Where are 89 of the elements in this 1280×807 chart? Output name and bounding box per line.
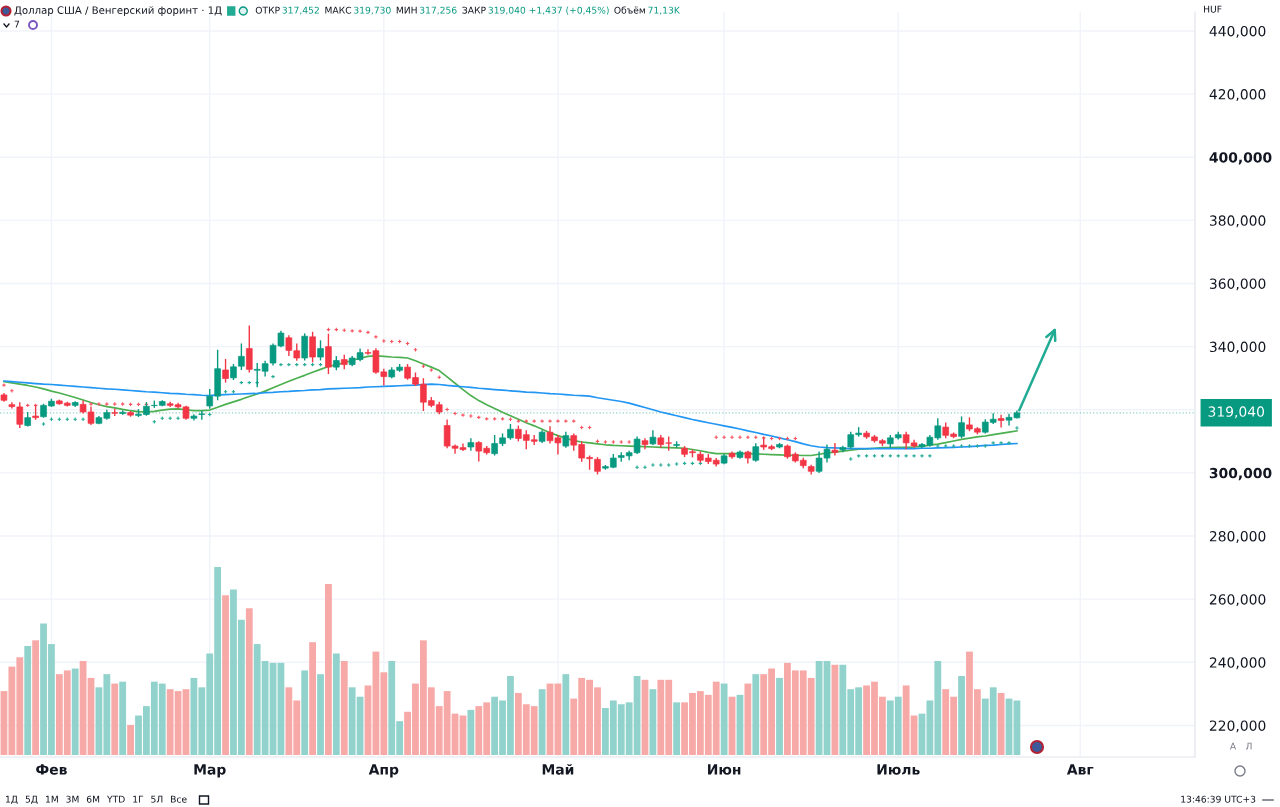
text: 6М: [86, 795, 100, 803]
bar: [744, 683, 752, 755]
bar: [24, 645, 32, 755]
y-tick-label: 380,000: [1209, 215, 1266, 228]
bar: [332, 653, 340, 755]
text: 13:46:39 UTC+3: [1181, 795, 1256, 803]
point: [848, 456, 854, 462]
bar: [309, 642, 316, 755]
x-tick-label: Авг: [1066, 764, 1094, 775]
annotation: ЗАКР: [462, 6, 486, 14]
candlestick: [222, 358, 229, 384]
bar: [673, 702, 681, 755]
x-tick-label: Июль: [877, 764, 920, 775]
y-tick-label: 300,000: [1209, 467, 1272, 481]
x-tick-label: Фев: [36, 764, 67, 775]
text: 5Л: [151, 795, 163, 803]
bar: [997, 692, 1005, 755]
text: Все: [171, 795, 187, 803]
candlestick: [958, 415, 965, 439]
bar: [245, 608, 253, 755]
x-tick-label: Апр: [368, 764, 399, 778]
bar: [71, 668, 79, 755]
y-tick-label: 260,000: [1209, 594, 1266, 607]
annotation: 317,256: [419, 6, 457, 15]
point: [658, 462, 664, 468]
y-tick-label: 340,000: [1209, 341, 1266, 354]
bar: [776, 677, 783, 755]
bar: [720, 683, 728, 755]
chart-title: Доллар США / Венгерский форинт · 1Д: [14, 6, 222, 16]
annotation: 317,452: [282, 6, 319, 15]
point: [666, 462, 671, 468]
x-tick-label: Май: [542, 763, 574, 775]
candlestick: [301, 332, 308, 362]
text: Л: [1245, 742, 1252, 750]
bar: [752, 674, 760, 755]
annotation: МИН: [396, 6, 417, 14]
candlestick: [831, 442, 839, 457]
text: YTD: [106, 795, 125, 803]
bar: [538, 689, 546, 755]
bar: [119, 681, 127, 755]
point: [41, 421, 46, 427]
y-tick-label: 440,000: [1209, 25, 1266, 38]
bar: [301, 670, 309, 755]
text: 5Д: [25, 795, 38, 804]
y-tick-label: 400,000: [1209, 152, 1272, 165]
y-tick-label: 280,000: [1209, 530, 1266, 543]
bar: [325, 583, 332, 755]
annotation: Объём: [614, 6, 645, 14]
annotation: 7: [14, 20, 20, 28]
candlestick: [246, 324, 253, 374]
point: [1006, 440, 1012, 446]
annotation: МАКС: [325, 6, 352, 14]
text: 3М: [66, 795, 79, 803]
ref-line-label: 319,040: [1208, 406, 1265, 419]
bar: [317, 674, 324, 755]
text: HUF: [1204, 5, 1222, 13]
point: [919, 453, 925, 459]
x-tick-label: Мар: [194, 764, 226, 778]
annotation: ОТКР: [255, 6, 280, 14]
point: [270, 374, 276, 379]
bar: [958, 676, 965, 755]
bar: [32, 640, 40, 755]
text: 1Г: [133, 795, 144, 803]
bar: [562, 674, 570, 755]
bar: [111, 683, 119, 755]
point: [674, 461, 679, 467]
y-tick-label: 220,000: [1209, 720, 1266, 733]
candlestick: [309, 331, 316, 364]
bar: [127, 724, 134, 755]
bar: [467, 709, 475, 755]
annotation: 319,040 +1,437 (+0,45%): [488, 6, 609, 15]
text: 1Д: [6, 795, 18, 804]
bar: [649, 689, 657, 755]
x-tick-label: Июн: [708, 764, 741, 775]
candlestick: [317, 339, 324, 362]
candlestick: [325, 332, 332, 375]
annotation: 319,730: [354, 6, 391, 15]
candlestick: [997, 414, 1005, 429]
text: 1М: [46, 795, 58, 803]
candlestick: [752, 442, 760, 463]
annotation: 71,13K: [648, 6, 681, 15]
bar: [340, 661, 348, 755]
y-tick-label: 360,000: [1209, 278, 1266, 291]
point: [650, 462, 656, 468]
bar: [222, 595, 229, 755]
y-tick-label: 240,000: [1209, 657, 1266, 670]
text: А: [1229, 742, 1237, 750]
point: [642, 464, 648, 470]
y-tick-label: 420,000: [1209, 89, 1266, 101]
